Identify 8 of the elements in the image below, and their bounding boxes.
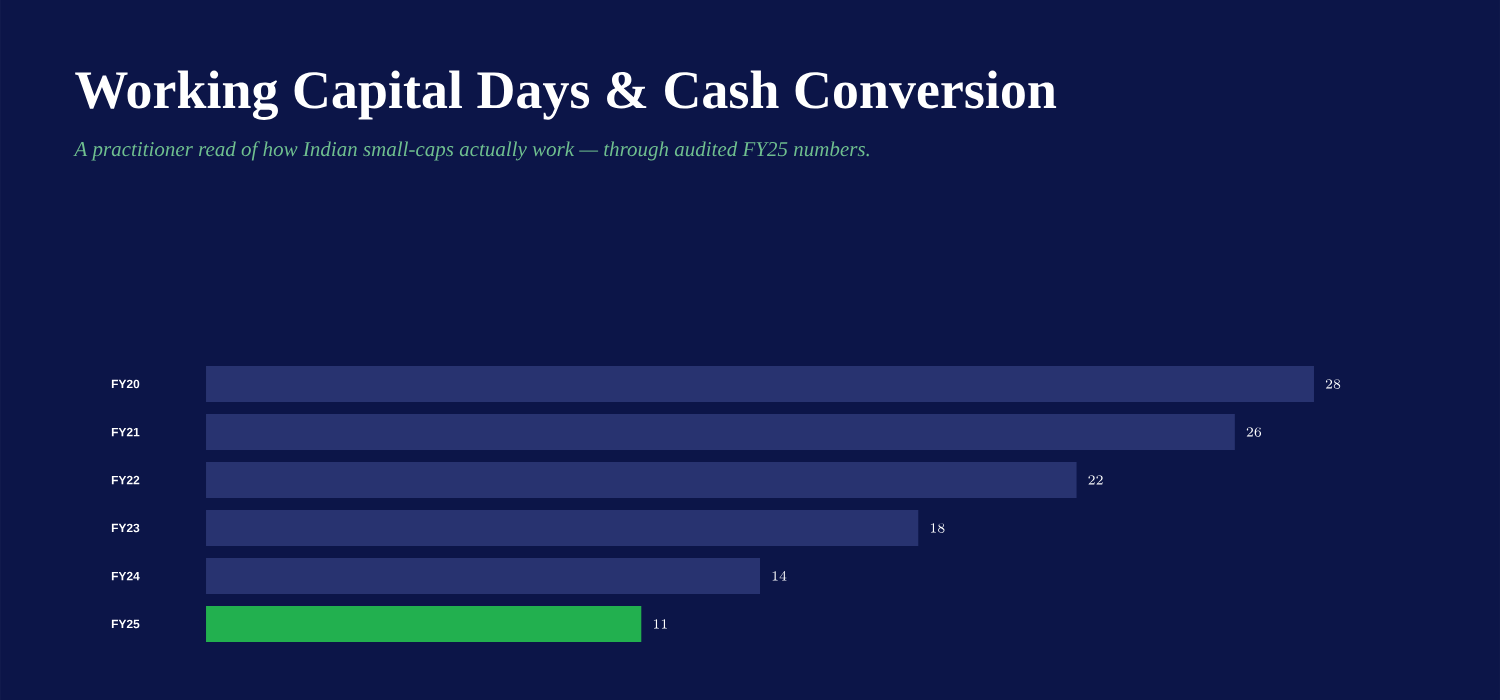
chart-title: Working Capital Days & Cash Conversion xyxy=(75,70,1057,120)
bar xyxy=(206,413,1235,450)
bar xyxy=(206,605,642,642)
chart-subtitle: A practitioner read of how Indian small-caps actually work — through audited FY25 numbers. xyxy=(73,141,869,161)
bar xyxy=(206,365,1314,402)
bar xyxy=(206,557,760,594)
bar xyxy=(206,509,919,546)
bar xyxy=(206,461,1077,498)
